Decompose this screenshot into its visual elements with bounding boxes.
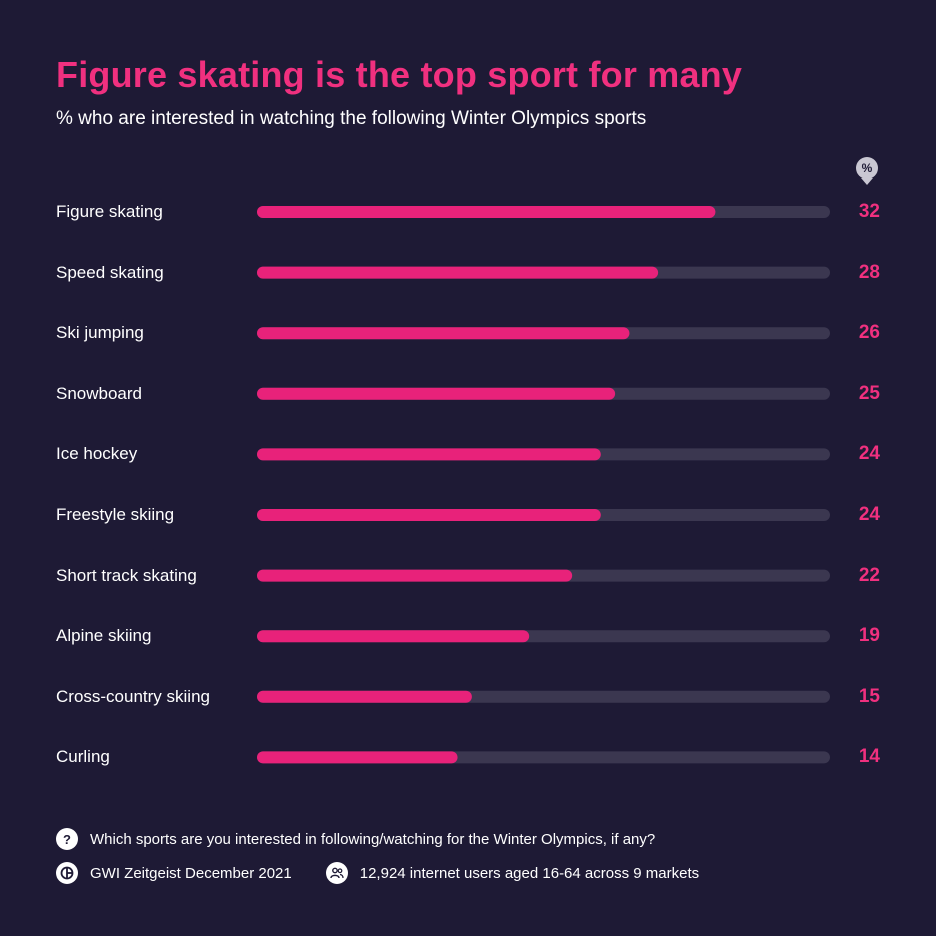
value-label: 24 bbox=[858, 443, 880, 465]
value-label: 15 bbox=[858, 685, 880, 707]
category-label: Ski jumping bbox=[56, 323, 144, 343]
bar bbox=[257, 509, 601, 521]
category-label: Figure skating bbox=[56, 202, 163, 221]
bar bbox=[257, 630, 530, 643]
bar bbox=[257, 327, 630, 340]
sample-text: 12,924 internet users aged 16-64 across … bbox=[359, 864, 700, 882]
bar bbox=[257, 751, 458, 764]
source-text: GWI Zeitgeist December 2021 bbox=[90, 864, 292, 882]
bar bbox=[257, 448, 601, 461]
category-label: Cross-country skiing bbox=[56, 686, 210, 706]
category-label: Ice hockey bbox=[56, 444, 138, 464]
question-icon: ? bbox=[56, 828, 78, 850]
value-label: 24 bbox=[858, 504, 880, 525]
category-label: Alpine skiing bbox=[56, 626, 152, 646]
bar bbox=[257, 266, 659, 279]
category-label: Speed skating bbox=[56, 262, 164, 282]
value-label: 28 bbox=[858, 261, 880, 283]
value-label: 25 bbox=[858, 382, 880, 404]
value-label: 32 bbox=[858, 201, 880, 222]
value-label: 22 bbox=[858, 564, 880, 586]
page-subtitle: % who are interested in watching the fol… bbox=[56, 108, 647, 129]
category-label: Freestyle skiing bbox=[56, 505, 175, 524]
value-label: 26 bbox=[858, 322, 880, 344]
bar bbox=[257, 569, 573, 582]
bar bbox=[257, 206, 716, 218]
value-label: 19 bbox=[858, 625, 880, 647]
value-label: 14 bbox=[858, 746, 880, 768]
category-label: Snowboard bbox=[56, 383, 143, 403]
unit-badge: % bbox=[856, 157, 878, 185]
gwi-logo-icon bbox=[56, 862, 78, 884]
question-text: Which sports are you interested in follo… bbox=[90, 830, 656, 848]
category-label: Curling bbox=[56, 747, 110, 767]
footer-question: ? Which sports are you interested in fol… bbox=[56, 828, 655, 850]
category-label: Short track skating bbox=[56, 565, 197, 585]
footer-source: GWI Zeitgeist December 2021 12,924 inter… bbox=[56, 862, 699, 884]
people-icon bbox=[325, 862, 348, 884]
bar bbox=[257, 690, 472, 703]
bar bbox=[257, 387, 616, 400]
page-title: Figure skating is the top sport for many bbox=[56, 54, 743, 95]
